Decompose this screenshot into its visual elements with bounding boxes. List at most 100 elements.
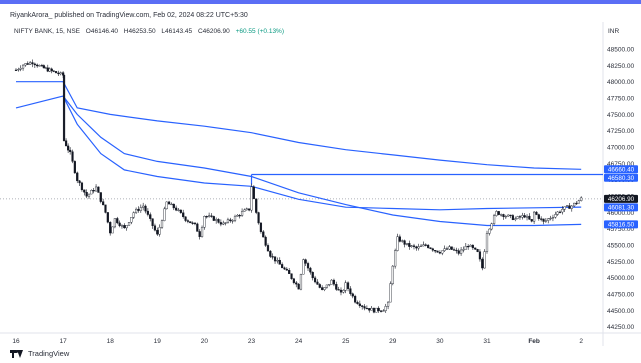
candle-body [516, 216, 519, 219]
candle-body [102, 201, 105, 206]
price-badge-label: 46580.30 [608, 175, 635, 182]
candle-body [193, 222, 197, 225]
candle-body [521, 215, 524, 218]
candle-body [62, 75, 66, 141]
candle-body [375, 307, 378, 313]
candle-body [547, 218, 550, 221]
candle-body [250, 186, 253, 211]
candle-body [184, 216, 187, 221]
candle-body [525, 215, 529, 218]
candle-body [316, 281, 319, 285]
candle-body [561, 209, 564, 213]
candle-body [224, 222, 227, 224]
candle-body [405, 243, 409, 245]
candle-body [52, 70, 55, 72]
candle-body [200, 227, 204, 237]
x-tick-label: 16 [12, 338, 20, 345]
candle-body [469, 244, 472, 247]
candle-body [302, 259, 305, 275]
candle-body [396, 236, 399, 251]
legend-change: +60.55 (+0.13%) [235, 28, 285, 35]
candle-body [391, 265, 394, 284]
candle-body [535, 211, 538, 215]
candle-body [398, 236, 401, 242]
candle-body [83, 189, 86, 193]
symbol-legend: NIFTY BANK, 15, NSE O46146.40 H46253.50 … [14, 28, 288, 35]
x-tick-label: 30 [436, 338, 444, 345]
candle-body [90, 190, 93, 195]
currency-label[interactable]: INR [608, 28, 620, 35]
candle-body [130, 217, 133, 223]
candle-body [189, 221, 192, 224]
candle-body [382, 310, 385, 312]
candle-body [410, 245, 413, 247]
candle-body [540, 218, 543, 220]
candle-body [427, 244, 430, 248]
candle-body [361, 305, 364, 307]
candle-body [111, 226, 114, 234]
candle-body [299, 274, 303, 290]
price-badge [604, 203, 638, 212]
price-badge-label: 46206.90 [608, 196, 635, 203]
candle-body [344, 282, 347, 291]
candle-body [528, 215, 531, 220]
y-tick-label: 48250.00 [607, 63, 634, 70]
candle-body [288, 270, 291, 274]
candle-body [64, 140, 68, 147]
candle-body [62, 72, 65, 76]
candle-body [264, 236, 267, 246]
y-tick-label: 46750.00 [607, 161, 634, 168]
candle-body [271, 256, 274, 258]
candle-body [474, 247, 477, 250]
y-tick-label: 45250.00 [607, 259, 634, 266]
candle-body [113, 218, 117, 228]
candle-body [203, 216, 206, 228]
candle-body [217, 219, 220, 223]
candle-body [580, 197, 583, 201]
candle-body [149, 214, 152, 219]
candle-body [351, 293, 354, 297]
candle-body [467, 246, 470, 248]
candle-body [422, 244, 425, 247]
candle-body [346, 282, 350, 289]
candle-body [507, 214, 510, 217]
candle-body [335, 284, 338, 290]
y-tick-label: 47750.00 [607, 96, 634, 103]
candle-body [179, 209, 182, 213]
candle-body [483, 251, 486, 269]
candle-body [304, 259, 307, 264]
candle-body [48, 68, 51, 72]
candle-body [295, 282, 298, 285]
y-tick-label: 46000.00 [607, 210, 634, 217]
candle-body [514, 218, 517, 221]
candle-body [408, 243, 411, 247]
candle-body [311, 271, 314, 279]
candle-body [318, 284, 321, 288]
candle-body [537, 214, 540, 219]
candle-body [565, 205, 569, 207]
candle-body [59, 72, 62, 75]
candle-body [285, 268, 288, 271]
candle-body [339, 289, 343, 293]
price-badge [604, 173, 638, 182]
candle-body [490, 223, 493, 230]
candle-body [226, 219, 230, 223]
candle-body [240, 211, 244, 216]
candle-body [313, 277, 317, 283]
candle-body [163, 208, 166, 221]
candle-body [436, 250, 439, 253]
candle-body [379, 310, 383, 312]
candle-body [262, 231, 265, 238]
candle-body [321, 287, 324, 290]
candle-body [219, 222, 222, 225]
footer-brand[interactable]: TradingView [28, 349, 70, 358]
candle-body [575, 202, 578, 205]
candle-body [238, 215, 241, 217]
candle-body [208, 215, 211, 217]
candle-body [429, 247, 432, 249]
candle-body [191, 222, 194, 224]
candle-body [551, 217, 555, 219]
candle-body [325, 284, 328, 288]
band-line-upper-2 [15, 95, 582, 227]
